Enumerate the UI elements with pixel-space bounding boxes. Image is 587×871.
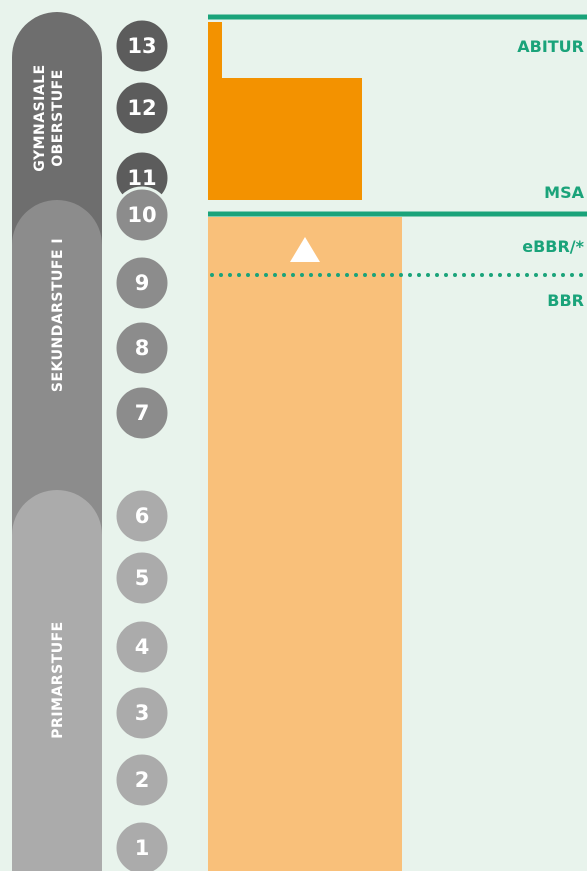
stage-pill [12, 490, 102, 871]
grade-label: 1 [135, 836, 150, 860]
grade-circle [113, 319, 171, 377]
grade-circle [113, 17, 171, 75]
qualification-label: MSA [544, 183, 584, 202]
grade-circle [113, 819, 171, 871]
grade-label: 11 [127, 166, 156, 190]
grade-label: 13 [127, 34, 156, 58]
grade-circle [113, 684, 171, 742]
grade-circle [113, 384, 171, 442]
stage-label: PRIMARSTUFE [50, 621, 66, 738]
qualification-label: BBR [547, 291, 584, 310]
school-track [208, 217, 402, 871]
school-track [208, 22, 222, 88]
school-track [208, 78, 362, 200]
grade-circle [113, 618, 171, 676]
grade-label: 5 [135, 566, 150, 590]
qualification-label: ABITUR [517, 37, 584, 56]
grade-label: 7 [135, 401, 150, 425]
grade-circle [113, 549, 171, 607]
grade-label: 3 [135, 701, 150, 725]
grade-circle [113, 487, 171, 545]
grade-circle [113, 186, 171, 244]
grade-label: 9 [135, 271, 150, 295]
grade-label: 8 [135, 336, 150, 360]
stage-label: GYMNASIALE OBERSTUFE [32, 64, 66, 171]
grade-circle [113, 79, 171, 137]
grade-label: 10 [127, 203, 156, 227]
grade-label: 6 [135, 504, 150, 528]
arrow-up [290, 237, 320, 262]
grade-circle [113, 751, 171, 809]
grade-label: 4 [135, 635, 150, 659]
grade-list: 13 12 11 10 9 8 7 6 5 4 3 2 1 [113, 17, 171, 871]
grade-circle [113, 254, 171, 312]
stage-label: SEKUNDARSTUFE I [50, 238, 66, 392]
grade-label: 2 [135, 768, 150, 792]
qualification-label: eBBR/* [522, 237, 584, 256]
grade-label: 12 [127, 96, 156, 120]
